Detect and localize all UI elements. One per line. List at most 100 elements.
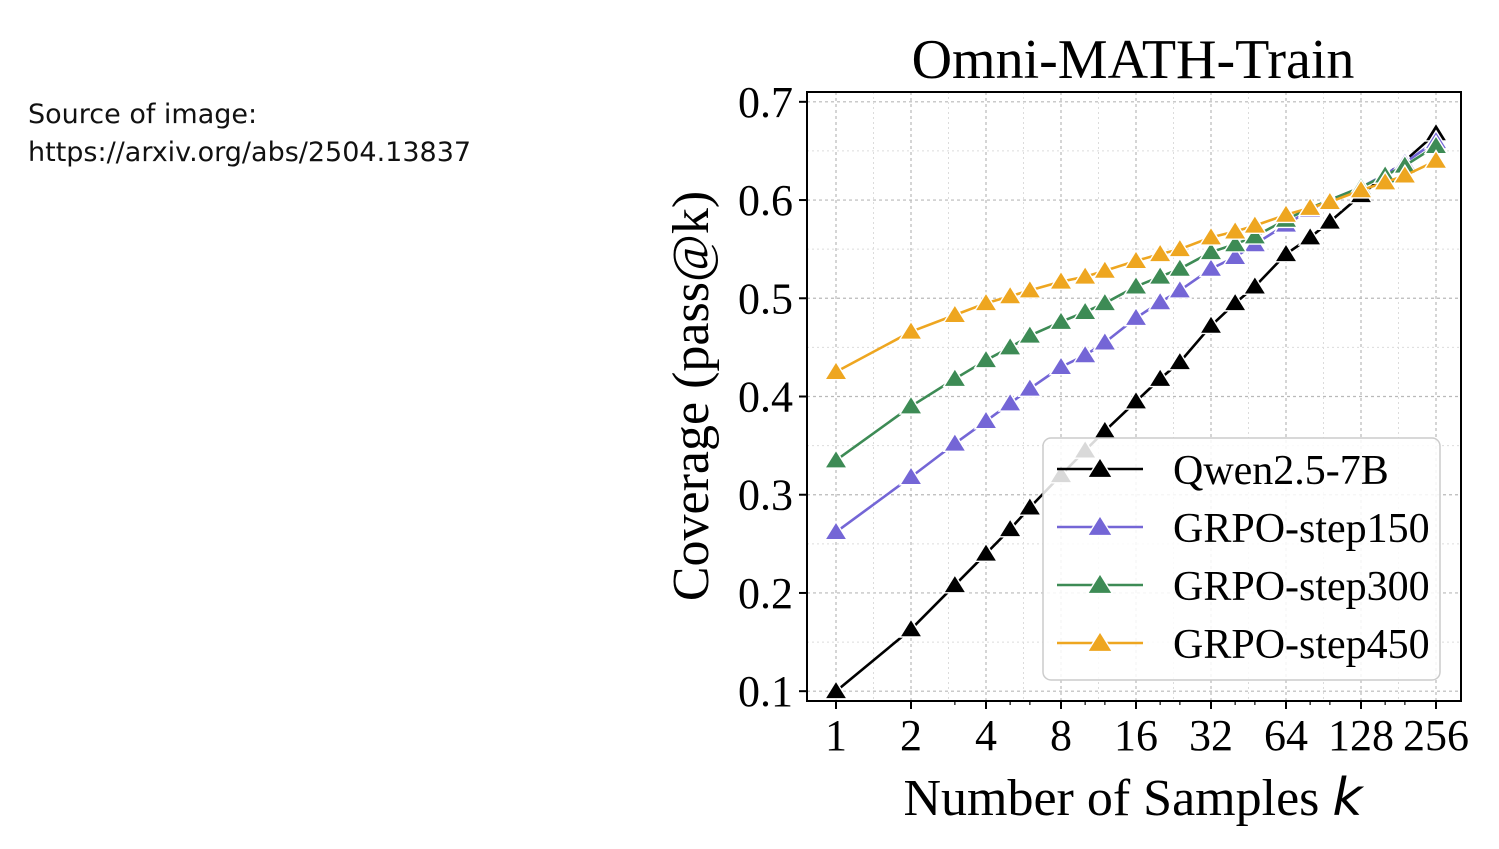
data-point [1297, 225, 1323, 246]
data-point [1048, 269, 1074, 290]
data-point [997, 517, 1023, 538]
legend-item: GRPO-step450 [1057, 622, 1430, 668]
data-point [1123, 249, 1149, 270]
data-point [1372, 170, 1398, 191]
data-point [823, 520, 849, 541]
data-point [1317, 190, 1343, 211]
data-point [1123, 389, 1149, 410]
y-tick-label: 0.3 [738, 471, 793, 520]
legend-swatch-marker [1086, 630, 1114, 653]
legend-swatch-marker [1086, 456, 1114, 479]
legend-item: GRPO-step300 [1057, 564, 1430, 610]
data-point [1297, 196, 1323, 217]
data-point [1072, 343, 1098, 364]
x-axis-label: Number of Samples k [903, 768, 1364, 828]
grid [807, 92, 1461, 701]
data-point [997, 391, 1023, 412]
x-tick-label: 128 [1328, 711, 1394, 760]
data-point [1242, 224, 1268, 245]
data-point [898, 465, 924, 486]
x-axis-label-text: Number of Samples [903, 770, 1319, 827]
y-tick-label: 0.6 [738, 176, 793, 225]
data-point [1072, 265, 1098, 286]
y-tick-label: 0.4 [738, 373, 793, 422]
legend-swatch-marker [1086, 572, 1114, 595]
data-point [942, 303, 968, 324]
data-point [1273, 242, 1299, 263]
data-point [1147, 367, 1173, 388]
data-point [1147, 265, 1173, 286]
data-point [1123, 274, 1149, 295]
chart-title: Omni-MATH-Train [912, 29, 1355, 91]
data-point [1167, 237, 1193, 258]
data-point [898, 394, 924, 415]
x-tick-label: 256 [1403, 711, 1469, 760]
legend-label: GRPO-step450 [1173, 622, 1430, 668]
data-point [1222, 291, 1248, 312]
data-point [1048, 355, 1074, 376]
data-point [1198, 257, 1224, 278]
y-tick-label: 0.2 [738, 569, 793, 618]
data-point [942, 367, 968, 388]
ticks: 0.1 0.2 0.3 0.4 0.5 0.6 0.7 1 2 4 8 16 32 64 128 256 [738, 78, 1469, 760]
data-point [973, 348, 999, 369]
x-tick-label: 1 [825, 711, 847, 760]
source-note: Source of image: https://arxiv.org/abs/2… [28, 96, 471, 172]
data-point [898, 617, 924, 638]
data-point [1317, 210, 1343, 231]
data-point [1198, 225, 1224, 246]
data-point [973, 409, 999, 430]
data-point [1167, 278, 1193, 299]
x-tick-label: 64 [1264, 711, 1308, 760]
series-layer [823, 121, 1449, 700]
data-point [1017, 324, 1043, 344]
data-point [823, 360, 849, 381]
legend-item: GRPO-step150 [1057, 506, 1430, 552]
data-point [1017, 278, 1043, 299]
data-point [823, 679, 849, 700]
data-point [1017, 495, 1043, 516]
x-tick-label: 2 [900, 711, 922, 760]
series-GRPO-step450 [823, 149, 1449, 381]
data-point [1348, 178, 1374, 199]
data-point [1092, 291, 1118, 312]
legend-label: Qwen2.5-7B [1173, 448, 1389, 494]
x-tick-label: 8 [1050, 711, 1072, 760]
data-point [1072, 300, 1098, 321]
data-point [942, 432, 968, 453]
x-axis-label-var: k [1332, 768, 1364, 828]
data-point [1167, 257, 1193, 278]
data-point [973, 542, 999, 563]
data-point [1198, 240, 1224, 261]
data-point [898, 320, 924, 341]
x-tick-label: 4 [975, 711, 997, 760]
y-axis-label: Coverage (pass@k) [663, 191, 720, 601]
data-point [1222, 232, 1248, 253]
data-point [1423, 149, 1449, 170]
data-point [823, 448, 849, 469]
data-point [1392, 163, 1418, 184]
legend-label: GRPO-step150 [1173, 506, 1430, 552]
data-point [973, 291, 999, 312]
data-point [1147, 290, 1173, 311]
legend-label: GRPO-step300 [1173, 564, 1430, 610]
data-point [1147, 242, 1173, 263]
data-point [1123, 306, 1149, 327]
data-point [1167, 350, 1193, 371]
data-point [1242, 214, 1268, 234]
data-point [1017, 377, 1043, 398]
x-tick-label: 16 [1114, 711, 1158, 760]
data-point [1092, 259, 1118, 280]
data-point [1092, 330, 1118, 351]
data-point [1242, 274, 1268, 295]
legend-swatch-marker [1086, 514, 1114, 537]
data-point [1222, 245, 1248, 266]
y-tick-label: 0.1 [738, 667, 793, 716]
series-line [835, 159, 1437, 374]
y-tick-label: 0.7 [738, 78, 793, 127]
legend-item: Qwen2.5-7B [1057, 448, 1389, 494]
x-tick-label: 32 [1189, 711, 1233, 760]
data-point [997, 335, 1023, 356]
data-point [1222, 219, 1248, 240]
